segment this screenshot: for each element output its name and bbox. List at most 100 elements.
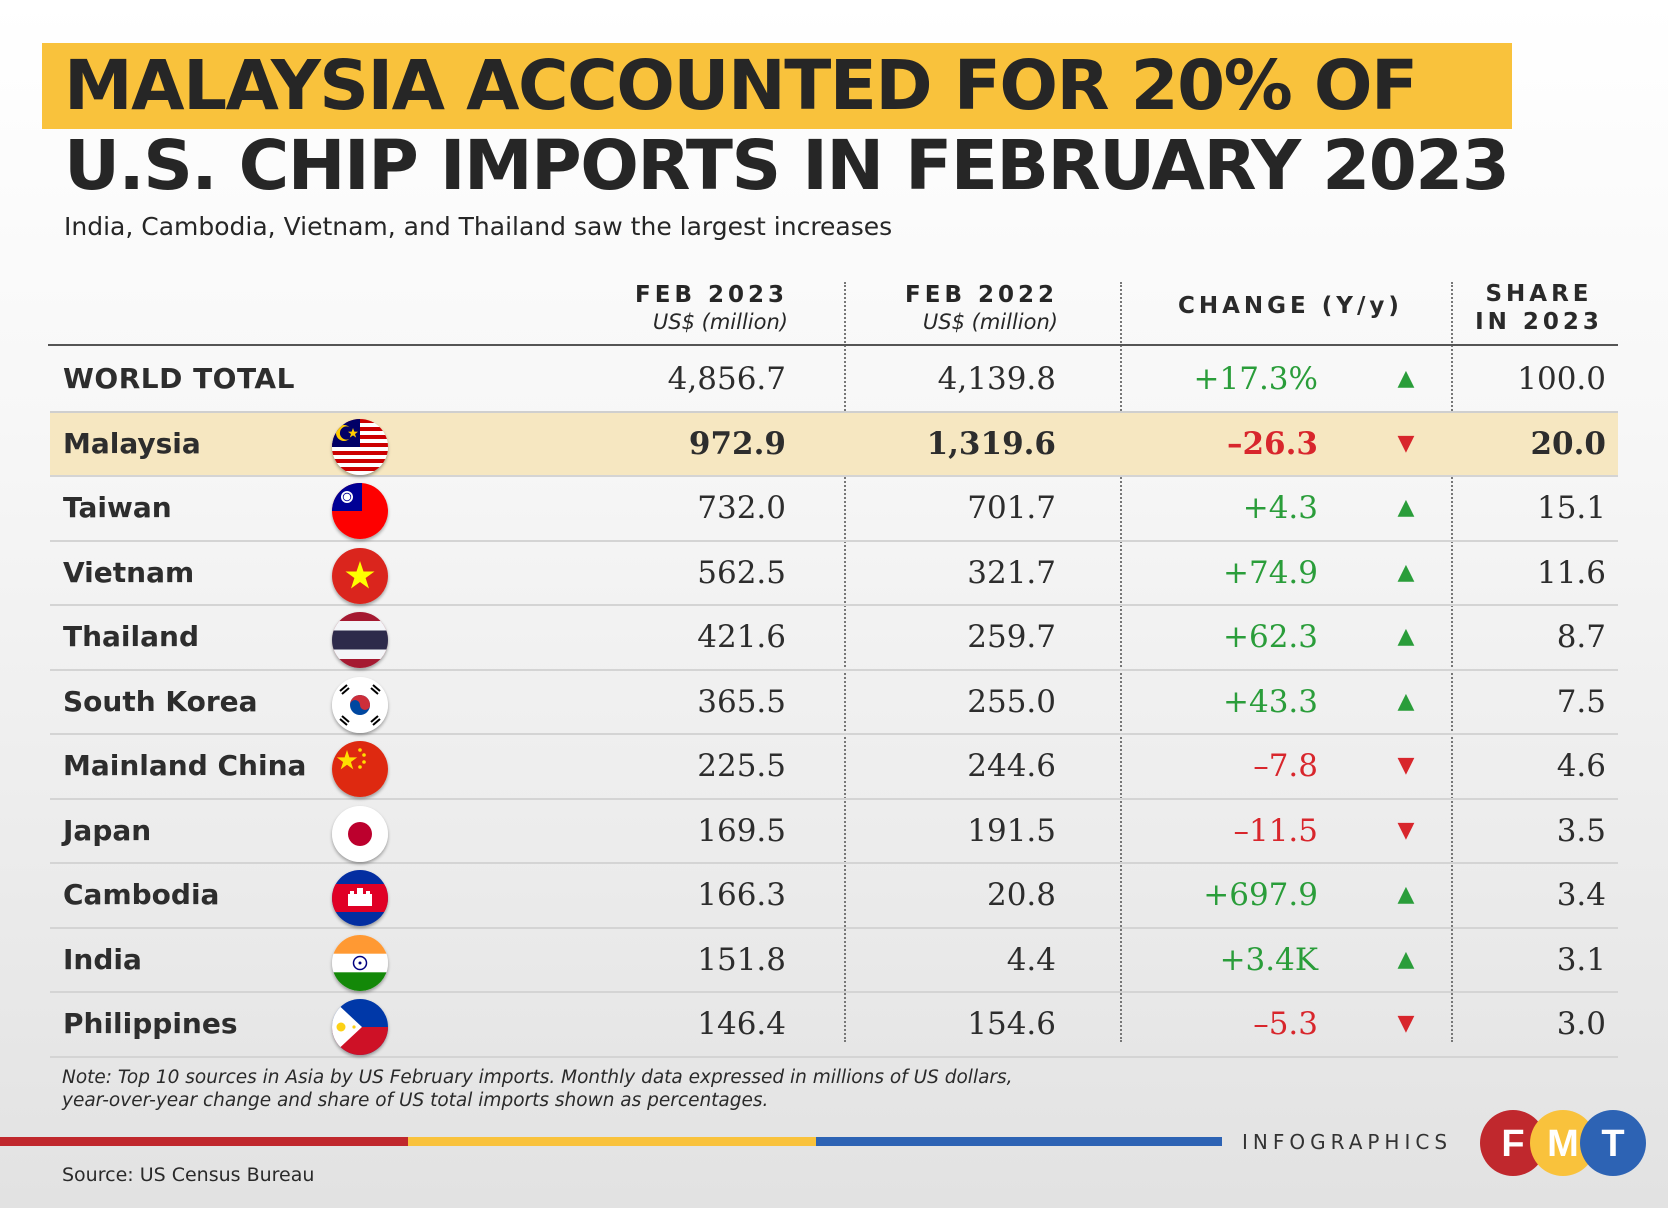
column-divider: [844, 282, 846, 1042]
value-share: 3.1: [1556, 941, 1606, 978]
arrow-down-icon: ▼: [1397, 753, 1415, 778]
header-feb-2023: FEB 2023 US$ (million): [635, 282, 788, 334]
value-share: 3.5: [1556, 812, 1606, 849]
value-feb-2023: 4,856.7: [667, 361, 786, 397]
header-share: SHARE IN 2023: [1468, 280, 1610, 336]
title-highlight-bar: [42, 43, 1512, 129]
header-feb-2023-unit: US$ (million): [652, 310, 788, 334]
country-name: South Korea: [63, 684, 258, 718]
taiwan-flag-icon: [332, 483, 388, 539]
subtitle: India, Cambodia, Vietnam, and Thailand s…: [64, 212, 893, 241]
value-change: –5.3: [1253, 1006, 1318, 1042]
value-feb-2022: 321.7: [967, 554, 1056, 591]
footnote-line-2: year-over-year change and share of US to…: [62, 1090, 769, 1111]
arrow-up-icon: ▲: [1397, 946, 1415, 972]
china-flag-icon: [332, 741, 388, 797]
value-share: 7.5: [1556, 683, 1606, 720]
value-change: +3.4K: [1219, 941, 1318, 978]
value-feb-2023: 732.0: [697, 490, 786, 526]
malaysia-flag-icon: [332, 418, 388, 475]
value-feb-2022: 1,319.6: [926, 425, 1056, 462]
south-korea-flag-icon: [332, 676, 388, 733]
source-note: Source: US Census Bureau: [62, 1164, 315, 1186]
country-name: Japan: [63, 813, 152, 847]
column-divider: [1120, 282, 1122, 1042]
arrow-down-icon: ▼: [1397, 430, 1415, 456]
japan-flag-icon: [332, 805, 388, 862]
value-feb-2023: 225.5: [697, 748, 786, 784]
value-change: +74.9: [1223, 554, 1318, 591]
arrow-down-icon: ▼: [1397, 817, 1415, 843]
value-feb-2022: 20.8: [986, 877, 1056, 913]
logo-letter-f: F: [1501, 1123, 1524, 1165]
value-share: 11.6: [1536, 554, 1606, 591]
header-change: CHANGE (Y/y): [1178, 293, 1403, 319]
table-row: Mainland China 225.5 244.6 –7.8 ▼ 4.6: [50, 735, 1618, 800]
table-row: Japan 169.5 191.5 –11.5 ▼ 3.5: [50, 800, 1618, 864]
footnote: Note: Top 10 sources in Asia by US Febru…: [62, 1066, 1013, 1112]
philippines-flag-icon: [332, 999, 388, 1055]
value-feb-2022: 255.0: [967, 683, 1056, 720]
country-name: Thailand: [63, 620, 199, 653]
value-feb-2022: 154.6: [967, 1006, 1056, 1042]
cambodia-flag-icon: [332, 870, 388, 926]
title-line-2: U.S. CHIP IMPORTS IN FEBRUARY 2023: [64, 126, 1510, 206]
header-share-line-2: IN 2023: [1475, 309, 1603, 335]
value-share: 8.7: [1556, 619, 1606, 655]
value-feb-2022: 4,139.8: [937, 361, 1056, 397]
value-share: 3.0: [1556, 1006, 1606, 1042]
value-change: +43.3: [1223, 683, 1318, 720]
value-feb-2023: 146.4: [697, 1006, 786, 1042]
arrow-up-icon: ▲: [1397, 366, 1415, 391]
value-feb-2022: 701.7: [967, 490, 1056, 526]
table-row: South Korea 365.5 255.0 +43.3 ▲ 7.5: [50, 671, 1618, 735]
arrow-down-icon: ▼: [1397, 1011, 1415, 1036]
value-share: 100.0: [1517, 361, 1606, 397]
value-change: +17.3%: [1193, 361, 1318, 397]
header-feb-2022-unit: US$ (million): [922, 310, 1058, 334]
arrow-up-icon: ▲: [1397, 559, 1415, 585]
value-feb-2023: 365.5: [697, 683, 786, 720]
value-feb-2023: 151.8: [697, 941, 786, 978]
value-feb-2022: 244.6: [967, 748, 1056, 784]
table-row: Thailand 421.6 259.7 +62.3 ▲ 8.7: [50, 606, 1618, 671]
header-feb-2022: FEB 2022 US$ (million): [905, 282, 1058, 334]
country-name: WORLD TOTAL: [63, 362, 295, 395]
brand-stripe-red: [0, 1137, 408, 1146]
value-feb-2023: 972.9: [688, 425, 786, 462]
logo-letter-m: M: [1547, 1123, 1579, 1165]
arrow-up-icon: ▲: [1397, 882, 1415, 907]
table-row: Philippines 146.4 154.6 –5.3 ▼ 3.0: [50, 993, 1618, 1058]
brand-label: INFOGRAPHICS: [1242, 1130, 1453, 1154]
value-change: –7.8: [1253, 748, 1318, 784]
value-feb-2023: 562.5: [697, 554, 786, 591]
value-feb-2022: 259.7: [967, 619, 1056, 655]
header-rule: [48, 344, 1618, 346]
footnote-line-1: Note: Top 10 sources in Asia by US Febru…: [62, 1067, 1013, 1088]
value-feb-2023: 169.5: [697, 812, 786, 849]
arrow-up-icon: ▲: [1397, 495, 1415, 520]
value-change: –11.5: [1233, 812, 1318, 849]
brand-stripe-yellow: [408, 1137, 816, 1146]
data-table: WORLD TOTAL 4,856.7 4,139.8 +17.3% ▲ 100.0 Mal…: [50, 348, 1618, 1058]
value-share: 15.1: [1536, 490, 1606, 526]
value-feb-2022: 4.4: [1006, 941, 1056, 978]
logo-letter-t: T: [1601, 1123, 1624, 1165]
header-feb-2022-label: FEB 2022: [905, 282, 1058, 308]
value-change: +62.3: [1223, 619, 1318, 655]
value-share: 3.4: [1556, 877, 1606, 913]
country-name: Vietnam: [63, 555, 195, 589]
world-total-row: WORLD TOTAL 4,856.7 4,139.8 +17.3% ▲ 100.0: [50, 348, 1618, 413]
table-row: Cambodia 166.3 20.8 +697.9 ▲ 3.4: [50, 864, 1618, 929]
thailand-flag-icon: [332, 612, 388, 668]
table-row: India 151.8 4.4 +3.4K ▲ 3.1: [50, 929, 1618, 993]
country-name: Malaysia: [63, 426, 201, 460]
brand-stripe-blue: [816, 1137, 1222, 1146]
value-share: 4.6: [1556, 748, 1606, 784]
fmt-logo: F M T: [1480, 1110, 1646, 1176]
value-change: +4.3: [1242, 490, 1318, 526]
column-divider: [1451, 282, 1453, 1042]
country-name: Philippines: [63, 1007, 238, 1040]
value-feb-2023: 166.3: [697, 877, 786, 913]
header-share-line-1: SHARE: [1485, 281, 1593, 307]
